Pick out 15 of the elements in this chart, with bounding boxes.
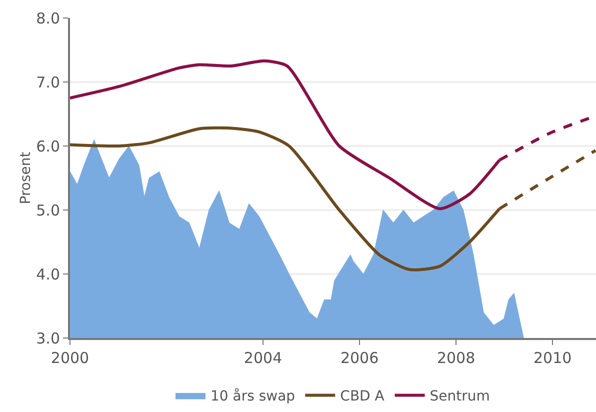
y-tick-label: 7.0 [36,73,60,92]
y-tick-label: 6.0 [36,137,60,156]
y-tick-label: 3.0 [36,329,60,348]
legend-label: Sentrum [430,388,490,405]
y-axis-title: Prosent [18,151,34,204]
x-tick-label: 2000 [50,349,90,367]
y-tick-label: 8.0 [36,9,60,28]
y-tick-label: 4.0 [36,265,60,284]
x-tick-label: 2004 [244,349,282,367]
x-tick-label: 2008 [436,349,476,367]
legend-label: CBD A [340,388,385,405]
legend-label: 10 års swap [210,388,296,405]
x-tick-label: 2006 [340,349,379,367]
x-tick-label: 2010 [533,349,572,367]
y-tick-label: 5.0 [36,201,60,220]
